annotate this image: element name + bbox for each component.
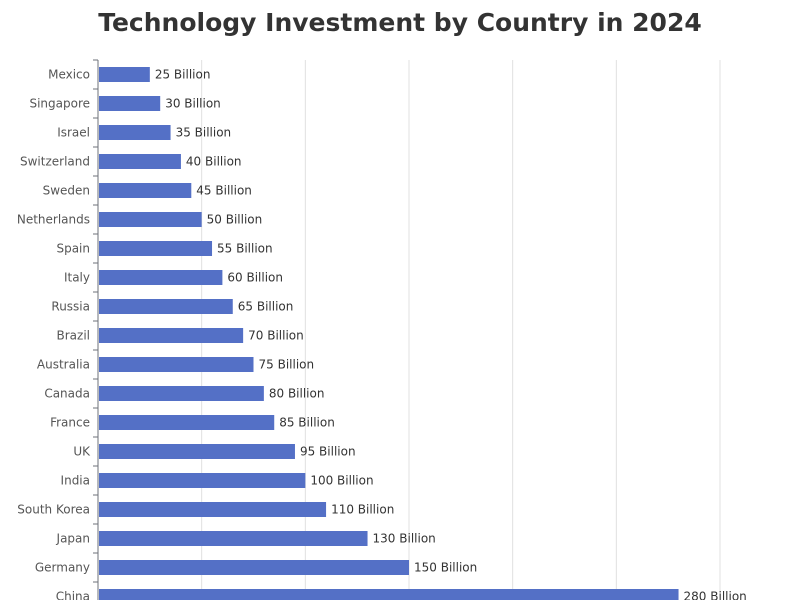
bar-value-label: 80 Billion (269, 387, 325, 401)
y-tick-label: India (61, 474, 90, 488)
bar[interactable] (99, 386, 264, 401)
grid-lines (201, 60, 721, 600)
bar[interactable] (99, 96, 161, 111)
bar-value-label: 65 Billion (238, 300, 294, 314)
bar-value-label: 30 Billion (165, 97, 221, 111)
y-tick-label: Netherlands (17, 213, 90, 227)
bar[interactable] (99, 473, 306, 488)
bar[interactable] (99, 531, 368, 546)
bar-value-label: 280 Billion (684, 590, 747, 600)
bar-value-label: 85 Billion (279, 416, 335, 430)
y-tick-label: Mexico (48, 68, 90, 82)
y-tick-label: Singapore (29, 97, 90, 111)
bar[interactable] (99, 241, 213, 256)
data-labels: 25 Billion 30 Billion 35 Billion 40 Billion… (155, 68, 747, 600)
y-tick-label: China (56, 590, 90, 600)
bar-value-label: 45 Billion (196, 184, 252, 198)
bar-value-label: 55 Billion (217, 242, 273, 256)
y-tick-label: Brazil (57, 329, 91, 343)
bar-value-label: 95 Billion (300, 445, 356, 459)
y-tick-label: Switzerland (20, 155, 90, 169)
bar[interactable] (99, 502, 327, 517)
bar[interactable] (99, 299, 233, 314)
bars (99, 67, 679, 600)
y-tick-label: UK (73, 445, 91, 459)
y-tick-label: Canada (44, 387, 90, 401)
bar[interactable] (99, 560, 409, 575)
y-tick-label: Australia (37, 358, 90, 372)
bar[interactable] (99, 270, 223, 285)
y-tick-label: France (50, 416, 90, 430)
bar[interactable] (99, 444, 295, 459)
bar-value-label: 40 Billion (186, 155, 242, 169)
chart-title: Technology Investment by Country in 2024 (98, 8, 702, 37)
bar[interactable] (99, 589, 679, 600)
bar[interactable] (99, 183, 192, 198)
bar[interactable] (99, 212, 202, 227)
bar-value-label: 60 Billion (227, 271, 283, 285)
bar[interactable] (99, 125, 171, 140)
y-tick-label: Japan (56, 532, 90, 546)
bar[interactable] (99, 154, 181, 169)
y-tick-label: Spain (56, 242, 90, 256)
bar-value-label: 110 Billion (331, 503, 394, 517)
bar-value-label: 130 Billion (373, 532, 436, 546)
bar-value-label: 75 Billion (259, 358, 315, 372)
y-tick-label: Russia (51, 300, 90, 314)
bar-value-label: 50 Billion (207, 213, 263, 227)
bar-value-label: 100 Billion (310, 474, 373, 488)
y-tick-label: Israel (57, 126, 90, 140)
bar[interactable] (99, 328, 244, 343)
y-axis: Mexico Singapore Israel Switzerland Sweden Ne… (17, 59, 99, 600)
bar-value-label: 35 Billion (176, 126, 232, 140)
bar[interactable] (99, 67, 150, 82)
y-tick-label: Sweden (43, 184, 90, 198)
y-tick-label: Italy (64, 271, 90, 285)
bar[interactable] (99, 357, 254, 372)
bar[interactable] (99, 415, 275, 430)
bar-value-label: 70 Billion (248, 329, 304, 343)
bar-value-label: 25 Billion (155, 68, 211, 82)
y-tick-label: South Korea (17, 503, 90, 517)
bar-value-label: 150 Billion (414, 561, 477, 575)
y-tick-label: Germany (35, 561, 90, 575)
